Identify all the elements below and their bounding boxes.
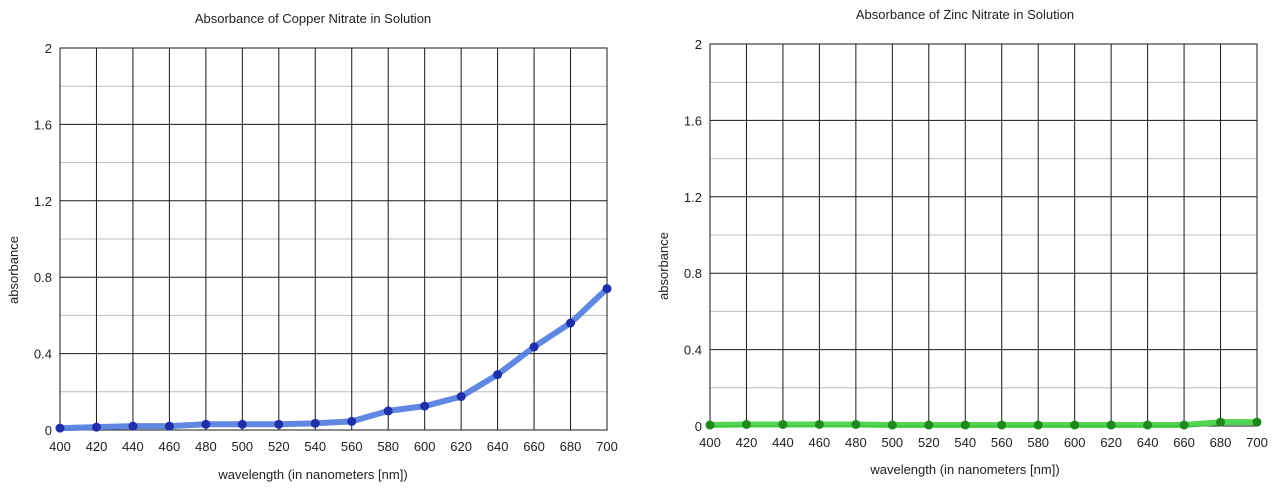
data-point: [529, 342, 539, 352]
x-tick-label: 500: [231, 439, 253, 454]
data-point: [493, 370, 503, 380]
y-tick-label: 2: [45, 41, 52, 56]
x-axis-label: wavelength (in nanometers [nm]): [869, 462, 1059, 477]
x-axis-label: wavelength (in nanometers [nm]): [217, 467, 407, 482]
data-point: [1033, 420, 1043, 430]
chart-title: Absorbance of Zinc Nitrate in Solution: [856, 7, 1074, 22]
x-tick-label: 700: [1246, 435, 1268, 450]
y-tick-label: 1.2: [34, 194, 52, 209]
x-tick-label: 420: [736, 435, 758, 450]
x-tick-label: 700: [596, 439, 618, 454]
y-tick-label: 0.4: [684, 343, 702, 358]
data-point: [851, 419, 861, 429]
y-tick-labels: 0 0.4 0.8 1.2 1.6 2: [34, 41, 52, 438]
x-tick-label: 640: [1137, 435, 1159, 450]
data-point: [778, 419, 788, 429]
data-point: [237, 419, 247, 429]
data-point: [1070, 420, 1080, 430]
x-tick-label: 600: [414, 439, 436, 454]
x-tick-label: 520: [268, 439, 290, 454]
data-point: [924, 420, 934, 430]
x-tick-label: 480: [845, 435, 867, 450]
x-tick-label: 560: [341, 439, 363, 454]
x-tick-label: 520: [918, 435, 940, 450]
x-tick-label: 460: [159, 439, 181, 454]
x-tick-label: 440: [772, 435, 794, 450]
y-tick-label: 1.6: [34, 117, 52, 132]
y-tick-label: 0.8: [34, 270, 52, 285]
zinc-nitrate-chart: Absorbance of Zinc Nitrate in Solution a…: [656, 7, 1268, 477]
data-point: [1179, 420, 1189, 430]
x-tick-label: 600: [1064, 435, 1086, 450]
x-tick-label: 580: [1027, 435, 1049, 450]
series-absorbance: [705, 417, 1262, 430]
data-point: [55, 423, 65, 433]
data-point: [960, 420, 970, 430]
x-tick-label: 680: [560, 439, 582, 454]
series-line: [707, 419, 1260, 429]
data-point: [128, 421, 138, 431]
data-point: [347, 416, 357, 426]
y-tick-label: 2: [695, 37, 702, 52]
x-tick-label: 620: [450, 439, 472, 454]
grid-lines: [59, 47, 608, 431]
data-point: [887, 420, 897, 430]
y-tick-label: 0: [695, 419, 702, 434]
x-tick-label: 460: [809, 435, 831, 450]
data-point: [741, 419, 751, 429]
chart-title: Absorbance of Copper Nitrate in Solution: [195, 11, 431, 26]
data-point: [456, 392, 466, 402]
y-axis-label: absorbance: [6, 236, 21, 304]
x-tick-label: 660: [523, 439, 545, 454]
data-point: [705, 420, 715, 430]
x-tick-label: 400: [49, 439, 71, 454]
data-point: [602, 284, 612, 294]
x-tick-label: 640: [487, 439, 509, 454]
x-tick-labels: 400 420 440 460 480 500 520 540 560 580 600 620 640 6…: [699, 435, 1268, 450]
x-tick-label: 560: [991, 435, 1013, 450]
data-point: [420, 401, 430, 411]
x-tick-label: 580: [377, 439, 399, 454]
data-point: [997, 420, 1007, 430]
x-tick-label: 540: [304, 439, 326, 454]
x-tick-label: 440: [122, 439, 144, 454]
x-tick-label: 540: [954, 435, 976, 450]
series-line: [57, 285, 610, 432]
y-tick-labels: 0 0.4 0.8 1.2 1.6 2: [684, 37, 702, 434]
y-tick-label: 0.4: [34, 347, 52, 362]
x-tick-label: 680: [1210, 435, 1232, 450]
y-axis-label: absorbance: [656, 232, 671, 300]
data-point: [1143, 420, 1153, 430]
data-point: [91, 422, 101, 432]
x-tick-label: 620: [1100, 435, 1122, 450]
x-tick-labels: 400 420 440 460 480 500 520 540 560 580 600 620 640 6…: [49, 439, 618, 454]
x-tick-label: 400: [699, 435, 721, 450]
data-point: [383, 406, 393, 416]
grid-lines: [709, 43, 1258, 427]
data-point: [274, 419, 284, 429]
data-point: [1252, 417, 1262, 427]
data-point: [814, 419, 824, 429]
y-tick-label: 1.6: [684, 113, 702, 128]
y-tick-label: 1.2: [684, 190, 702, 205]
data-point: [201, 419, 211, 429]
data-point: [164, 421, 174, 431]
series-absorbance: [55, 284, 612, 433]
copper-nitrate-chart: Absorbance of Copper Nitrate in Solution…: [6, 11, 618, 482]
data-point: [1216, 417, 1226, 427]
data-point: [310, 418, 320, 428]
y-tick-label: 0: [45, 423, 52, 438]
x-tick-label: 480: [195, 439, 217, 454]
data-point: [1106, 420, 1116, 430]
plot-frame: [59, 47, 608, 431]
x-tick-label: 500: [881, 435, 903, 450]
x-tick-label: 420: [86, 439, 108, 454]
data-point: [566, 318, 576, 328]
y-tick-label: 0.8: [684, 266, 702, 281]
x-tick-label: 660: [1173, 435, 1195, 450]
